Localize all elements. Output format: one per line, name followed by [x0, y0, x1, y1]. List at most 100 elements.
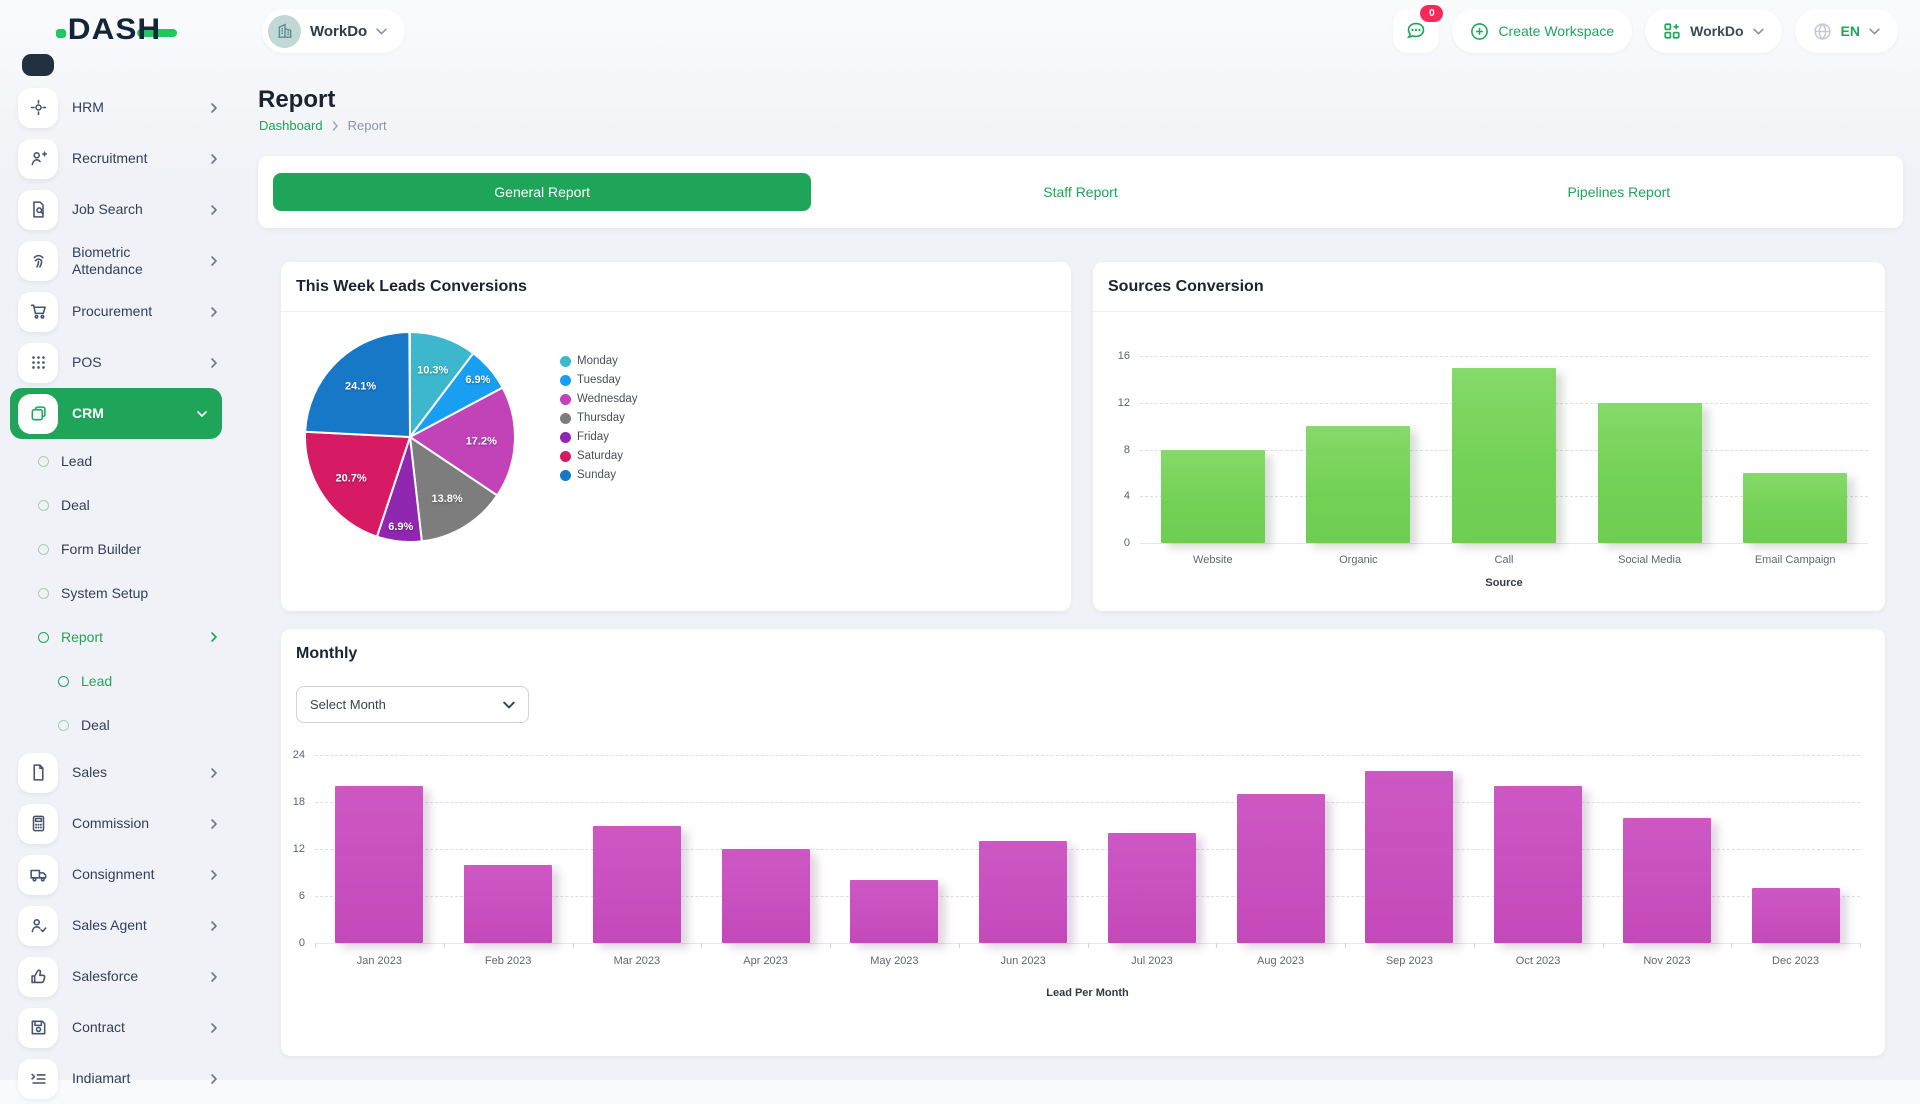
sidebar-item-consignment-l1[interactable]: Consignment — [0, 849, 232, 900]
create-workspace-label: Create Workspace — [1498, 23, 1615, 39]
bar-social-media[interactable] — [1597, 402, 1702, 544]
select-month-value: Select Month — [310, 697, 386, 712]
create-workspace-button[interactable]: Create Workspace — [1452, 9, 1633, 53]
sidebar-item-partial-icon[interactable] — [22, 54, 54, 76]
bar-jan-2023[interactable] — [335, 786, 424, 943]
pie-slice-saturday[interactable] — [304, 430, 411, 538]
workdo-menu-label: WorkDo — [1690, 23, 1744, 39]
bullet-icon — [38, 499, 49, 511]
sidebar-item-lead-l3[interactable]: Lead — [0, 659, 232, 703]
chevron-right-icon — [210, 631, 218, 643]
y-tick-label: 18 — [292, 796, 305, 808]
bar-sep-2023[interactable] — [1365, 770, 1454, 943]
procurement-icon — [18, 291, 58, 332]
sidebar-item-system-setup-l2[interactable]: System Setup — [0, 571, 232, 615]
legend-item-sunday[interactable]: Sunday — [560, 469, 638, 481]
job-search-icon — [18, 189, 58, 230]
sidebar-item-procurement-l1[interactable]: Procurement — [0, 286, 232, 337]
bar-jul-2023[interactable] — [1107, 833, 1196, 943]
sidebar-item-job-search-l1[interactable]: Job Search — [0, 184, 232, 235]
chevron-down-icon — [1869, 27, 1880, 35]
y-tick-label: 16 — [1117, 350, 1130, 362]
sidebar-item-commission-l1[interactable]: Commission — [0, 798, 232, 849]
legend-dot-icon — [560, 412, 571, 424]
legend-item-monday[interactable]: Monday — [560, 355, 638, 367]
x-axis-title: Source — [1485, 577, 1523, 589]
plus-circle-icon — [1471, 22, 1489, 40]
bar-website[interactable] — [1160, 449, 1265, 543]
weekly-leads-card: This Week Leads Conversions 10.3% 6.9% 17.… — [281, 262, 1071, 611]
chat-bubble-icon — [1407, 22, 1425, 38]
workspace-switcher[interactable]: WorkDo — [262, 9, 406, 53]
sidebar-item-sales-l1[interactable]: Sales — [0, 747, 232, 798]
legend-item-friday[interactable]: Friday — [560, 431, 638, 443]
sources-bar-chart: 0 4 8 12 16 Website Organic Call Social Media Ema… — [1093, 262, 1885, 611]
sidebar-item-lead-l2[interactable]: Lead — [0, 439, 232, 483]
bar-dec-2023[interactable] — [1751, 888, 1840, 943]
crm-icon — [18, 393, 58, 434]
sidebar-item-deal-l3[interactable]: Deal — [0, 703, 232, 747]
sidebar-item-crm-l1[interactable]: CRM — [10, 388, 222, 439]
gridline — [315, 896, 1860, 897]
tab-staff-report[interactable]: Staff Report — [811, 173, 1349, 211]
sidebar-item-indiamart-l1[interactable]: Indiamart — [0, 1053, 232, 1104]
pie-slice-wednesday[interactable] — [409, 386, 516, 497]
axis-tick — [830, 943, 831, 948]
legend-item-wednesday[interactable]: Wednesday — [560, 393, 638, 405]
language-button[interactable]: EN — [1794, 9, 1898, 53]
y-tick-label: 6 — [298, 890, 305, 902]
y-tick-label: 24 — [292, 749, 305, 761]
weekly-leads-card-header: This Week Leads Conversions — [281, 262, 1071, 312]
bar-feb-2023[interactable] — [464, 864, 553, 943]
bar-oct-2023[interactable] — [1494, 786, 1583, 943]
axis-tick — [443, 943, 445, 948]
pie-legend: Monday Tuesday Wednesday Thursday Friday… — [560, 355, 638, 481]
legend-item-saturday[interactable]: Saturday — [560, 450, 638, 462]
sidebar-item-recruitment-l1[interactable]: Recruitment — [0, 133, 232, 184]
contract-icon — [18, 1007, 58, 1048]
legend-dot-icon — [560, 393, 571, 405]
axis-tick — [1345, 943, 1346, 948]
sidebar-item-report-l2[interactable]: Report — [0, 615, 232, 659]
bar-nov-2023[interactable] — [1622, 817, 1711, 943]
chevron-right-icon — [210, 1073, 218, 1085]
legend-item-thursday[interactable]: Thursday — [560, 412, 638, 424]
bar-call[interactable] — [1452, 367, 1556, 543]
select-month-dropdown[interactable]: Select Month — [296, 686, 529, 723]
y-tick-label: 12 — [292, 843, 305, 855]
sidebar-item-contract-l1[interactable]: Contract — [0, 1002, 232, 1053]
bar-jun-2023[interactable] — [979, 841, 1068, 943]
bar-apr-2023[interactable] — [721, 849, 810, 943]
legend-item-tuesday[interactable]: Tuesday — [560, 374, 638, 386]
pie-label-tuesday: 6.9% — [465, 374, 490, 386]
pie-slice-sunday[interactable] — [304, 331, 411, 438]
sidebar-item-pos-l1[interactable]: POS — [0, 337, 232, 388]
bar-organic[interactable] — [1306, 426, 1411, 543]
sidebar-item-hrm-l1[interactable]: HRM — [0, 82, 232, 133]
bar-may-2023[interactable] — [850, 880, 939, 943]
breadcrumb-dashboard-link[interactable]: Dashboard — [259, 118, 323, 133]
axis-tick — [572, 943, 574, 948]
bar-email-campaign[interactable] — [1743, 472, 1848, 543]
sidebar-item-deal-l2[interactable]: Deal — [0, 483, 232, 527]
sidebar-item-form-builder-l2[interactable]: Form Builder — [0, 527, 232, 571]
sources-conversion-card: Sources Conversion 0 4 8 12 16 Website Organic… — [1093, 262, 1885, 611]
gridline — [315, 755, 1860, 756]
gridline — [1140, 543, 1868, 544]
workdo-menu-button[interactable]: WorkDo — [1645, 9, 1782, 53]
x-tick-label: Sep 2023 — [1385, 955, 1433, 967]
sidebar-item-biometric-attendance-l1[interactable]: Biometric Attendance — [0, 235, 232, 286]
messages-button[interactable]: 0 — [1393, 5, 1444, 53]
tab-general-report[interactable]: General Report — [273, 173, 812, 211]
gridline — [315, 849, 1860, 850]
tab-pipelines-report[interactable]: Pipelines Report — [1350, 173, 1888, 211]
bar-aug-2023[interactable] — [1236, 794, 1325, 943]
pie-slice-thursday[interactable] — [409, 436, 499, 543]
sidebar-item-salesforce-l1[interactable]: Salesforce — [0, 951, 232, 1002]
bar-mar-2023[interactable] — [592, 825, 681, 943]
sidebar-item-sales-agent-l1[interactable]: Sales Agent — [0, 900, 232, 951]
sources-card-header: Sources Conversion — [1093, 262, 1885, 312]
x-tick-label: Call — [1494, 554, 1514, 566]
chevron-down-icon — [503, 701, 515, 708]
x-tick-label: Jul 2023 — [1131, 955, 1173, 967]
